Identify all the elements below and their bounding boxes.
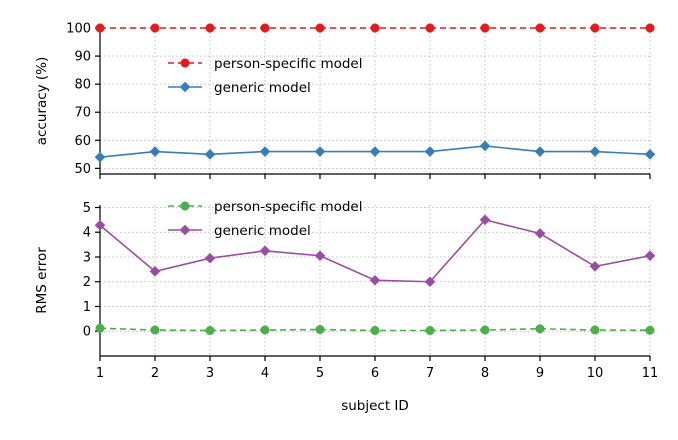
data-point xyxy=(149,146,161,157)
data-point xyxy=(589,261,601,272)
y-tick-label: 50 xyxy=(74,162,91,177)
series-1 xyxy=(94,214,656,288)
legend-marker xyxy=(180,201,190,211)
data-point xyxy=(479,140,491,152)
x-axis-label: subject ID xyxy=(341,398,409,414)
y-tick-label: 0 xyxy=(83,325,91,340)
data-point xyxy=(204,149,216,160)
x-tick-label: 7 xyxy=(426,366,434,381)
accuracy-panel: 50 60 70 80 90 100 accuracy (%) person-specific… xyxy=(34,22,656,179)
y-tick-label: 70 xyxy=(74,106,91,121)
x-tick-label: 1 xyxy=(96,366,104,381)
x-tick-label: 8 xyxy=(481,366,489,381)
y-tick-label: 4 xyxy=(83,226,91,241)
data-point xyxy=(150,23,160,33)
y-tick-label: 100 xyxy=(66,22,91,37)
data-point xyxy=(535,23,545,33)
data-point xyxy=(644,149,656,160)
data-point xyxy=(370,325,380,336)
series-0 xyxy=(95,23,655,33)
data-point xyxy=(149,266,161,277)
data-point xyxy=(535,324,545,334)
data-point xyxy=(534,146,546,157)
data-point xyxy=(314,146,326,157)
data-point xyxy=(369,274,381,286)
data-point xyxy=(480,325,490,335)
legend-label: generic model xyxy=(214,223,311,239)
legend-marker xyxy=(179,224,191,236)
y-tick-label: 2 xyxy=(83,275,91,290)
data-point xyxy=(534,228,546,239)
y-axis-label: RMS error xyxy=(34,247,50,314)
rms-error-panel: 0 1 2 3 4 5 1 2 3 4 5 6 7 8 9 10 11 RMS error subject ID pe… xyxy=(34,199,658,414)
data-point xyxy=(424,276,436,288)
data-point xyxy=(315,324,325,335)
data-point xyxy=(260,325,270,335)
x-tick-label: 10 xyxy=(587,366,604,381)
data-point xyxy=(314,250,326,262)
data-point xyxy=(645,23,655,33)
data-point xyxy=(480,23,490,33)
data-point xyxy=(315,23,325,33)
data-point xyxy=(150,325,160,335)
data-point xyxy=(644,250,656,262)
data-point xyxy=(205,325,215,336)
legend-label: person-specific model xyxy=(214,56,362,72)
x-tick-label: 9 xyxy=(536,366,544,381)
series-0 xyxy=(95,323,655,336)
data-point xyxy=(369,146,381,157)
y-tick-label: 60 xyxy=(74,134,91,149)
data-point xyxy=(260,23,270,33)
data-point xyxy=(204,252,216,264)
data-point xyxy=(370,23,380,33)
data-point xyxy=(205,23,215,33)
legend-label: generic model xyxy=(214,80,311,96)
x-tick-label: 11 xyxy=(642,366,659,381)
grid xyxy=(99,27,651,174)
data-point xyxy=(95,23,105,33)
data-point xyxy=(425,23,435,33)
legend-marker xyxy=(179,81,191,93)
data-point xyxy=(645,325,655,335)
y-tick-label: 1 xyxy=(83,300,91,315)
data-point xyxy=(589,146,601,157)
legend: person-specific model generic model xyxy=(168,199,362,239)
series-1 xyxy=(94,140,656,163)
x-tick-label: 5 xyxy=(316,366,324,381)
x-tick-label: 3 xyxy=(206,366,214,381)
y-tick-label: 80 xyxy=(74,78,91,93)
y-tick-label: 90 xyxy=(74,50,91,65)
y-tick-label: 3 xyxy=(83,250,91,265)
data-point xyxy=(94,151,106,163)
data-point xyxy=(590,23,600,33)
y-tick-label: 5 xyxy=(83,201,91,216)
data-point xyxy=(259,146,271,157)
x-tick-label: 2 xyxy=(151,366,159,381)
data-point xyxy=(590,325,600,335)
x-tick-label: 4 xyxy=(261,366,269,381)
legend-label: person-specific model xyxy=(214,199,362,215)
data-point xyxy=(425,325,435,336)
data-point xyxy=(95,323,105,333)
data-point xyxy=(424,146,436,157)
data-point xyxy=(94,219,106,231)
data-point xyxy=(259,245,271,257)
legend-marker xyxy=(180,58,190,68)
legend: person-specific model generic model xyxy=(168,56,362,96)
y-axis-label: accuracy (%) xyxy=(34,57,50,146)
data-point xyxy=(479,214,491,226)
x-tick-label: 6 xyxy=(371,366,379,381)
